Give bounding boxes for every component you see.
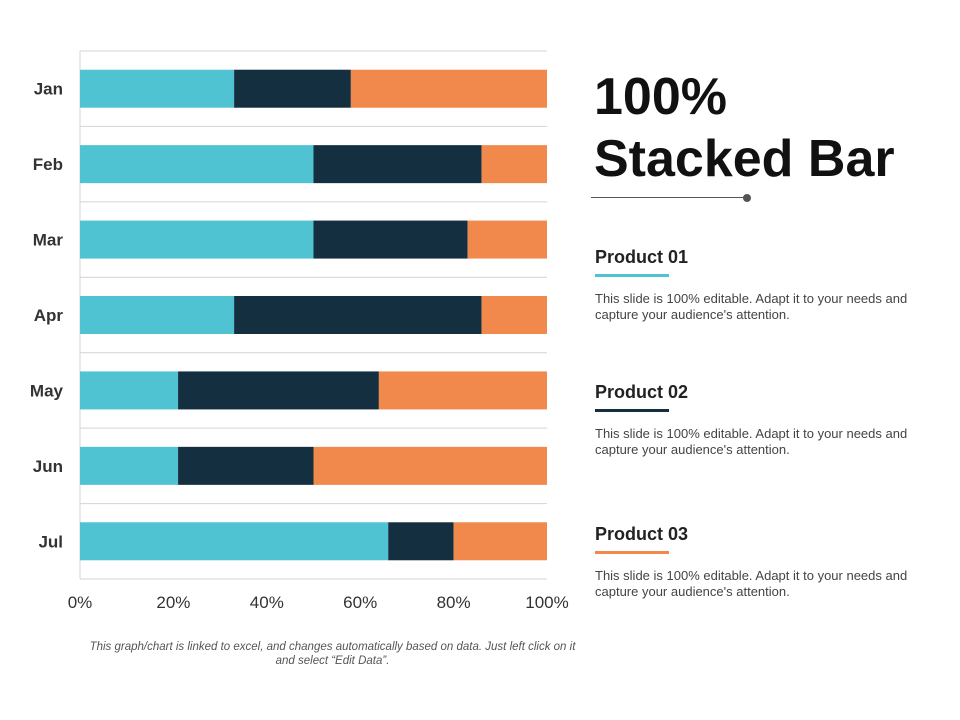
bar-mar-product-03 bbox=[467, 220, 547, 259]
product-01-swatch bbox=[595, 274, 669, 277]
y-tick-label-jun: Jun bbox=[33, 457, 63, 476]
y-tick-label-mar: Mar bbox=[33, 231, 64, 250]
legend-item-product-02: Product 02 This slide is 100% editable. … bbox=[595, 381, 945, 458]
product-02-name: Product 02 bbox=[595, 382, 689, 402]
product-02-swatch bbox=[595, 409, 669, 412]
bar-jun-product-01 bbox=[80, 446, 179, 485]
product-02-description: This slide is 100% editable. Adapt it to… bbox=[595, 426, 908, 457]
bar-feb-product-03 bbox=[481, 145, 547, 184]
bar-may-product-03 bbox=[378, 371, 547, 410]
bar-mar-product-01 bbox=[80, 220, 314, 259]
stacked-bar-chart: Jan Feb Mar Apr May Jun Jul 0% 20% 40% 60% 80% 100% bbox=[30, 50, 569, 612]
bar-jan-product-03 bbox=[350, 69, 547, 108]
title-divider bbox=[591, 197, 746, 198]
product-01-description: This slide is 100% editable. Adapt it to… bbox=[595, 291, 908, 322]
product-03-description: This slide is 100% editable. Adapt it to… bbox=[595, 568, 908, 599]
bar-may-product-01 bbox=[80, 371, 179, 410]
bar-apr-product-02 bbox=[234, 296, 482, 334]
bar-jan-product-01 bbox=[80, 69, 235, 108]
y-tick-label-apr: Apr bbox=[34, 306, 64, 325]
legend-item-product-03: Product 03 This slide is 100% editable. … bbox=[595, 523, 945, 600]
product-03-swatch bbox=[595, 551, 669, 554]
x-tick-label: 0% bbox=[68, 593, 93, 612]
product-01-name: Product 01 bbox=[595, 247, 689, 267]
bar-jan-product-02 bbox=[234, 69, 351, 108]
x-tick-label: 100% bbox=[525, 593, 568, 612]
bar-jul-product-01 bbox=[80, 522, 389, 561]
bar-feb-product-02 bbox=[313, 145, 482, 184]
x-tick-label: 60% bbox=[343, 593, 377, 612]
bar-mar-product-02 bbox=[313, 220, 468, 259]
divider-dot bbox=[743, 194, 751, 202]
bar-jun-product-02 bbox=[178, 446, 314, 485]
bar-jun-product-03 bbox=[313, 446, 547, 485]
title-line-1: 100% bbox=[594, 68, 727, 126]
bar-may-product-02 bbox=[178, 371, 379, 410]
bar-jul-product-02 bbox=[388, 522, 454, 561]
legend-item-product-01: Product 01 This slide is 100% editable. … bbox=[595, 246, 945, 323]
bar-jul-product-03 bbox=[453, 522, 547, 561]
y-tick-label-jan: Jan bbox=[34, 80, 63, 99]
page-title: 100% Stacked Bar bbox=[594, 66, 895, 190]
y-tick-label-jul: Jul bbox=[38, 532, 63, 551]
product-03-name: Product 03 bbox=[595, 524, 689, 544]
y-tick-label-may: May bbox=[30, 381, 64, 400]
footnote: This graph/chart is linked to excel, and… bbox=[89, 641, 576, 667]
bar-apr-product-03 bbox=[481, 296, 547, 334]
title-line-2: Stacked Bar bbox=[594, 130, 895, 188]
x-tick-label: 40% bbox=[250, 593, 284, 612]
bar-apr-product-01 bbox=[80, 296, 235, 334]
y-tick-label-feb: Feb bbox=[33, 155, 63, 174]
x-tick-label: 80% bbox=[437, 593, 471, 612]
x-tick-label: 20% bbox=[156, 593, 190, 612]
bar-feb-product-01 bbox=[80, 145, 314, 184]
